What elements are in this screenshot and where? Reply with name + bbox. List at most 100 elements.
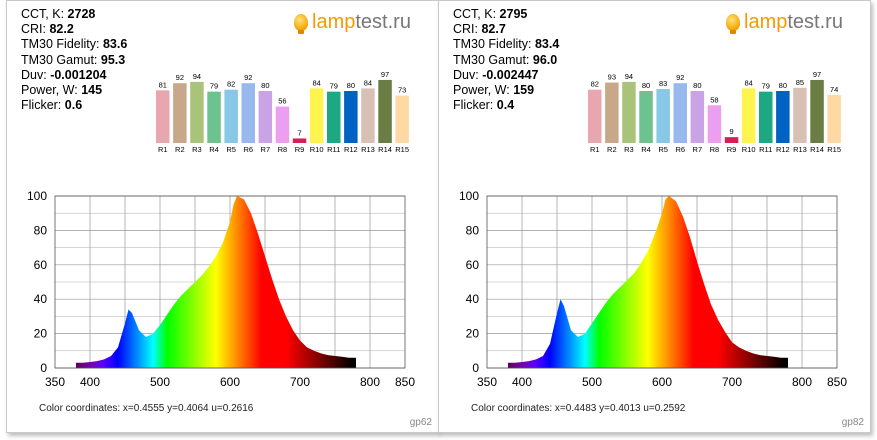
x-tick-label: 350 — [477, 375, 497, 389]
cri-bar-r15 — [827, 94, 841, 143]
cri-value-label: 94 — [625, 72, 633, 81]
metric-label: CRI: — [21, 22, 46, 37]
x-tick-label: 500 — [150, 375, 170, 389]
metric-value: 83.6 — [102, 37, 128, 52]
metric-duv: Duv: -0.001204 — [21, 68, 127, 83]
cri-value-label: 74 — [830, 85, 838, 94]
metric-label: CRI: — [453, 22, 478, 37]
cri-value-label: 56 — [278, 97, 286, 106]
metric-value: 82.7 — [481, 22, 506, 37]
logo-text-lamp: lamp — [312, 11, 356, 33]
logo-text-lamp: lamp — [744, 11, 788, 33]
cri-value-label: 85 — [796, 78, 804, 87]
metric-value: 82.2 — [49, 22, 74, 37]
metric-power: Power, W: 145 — [21, 83, 127, 98]
x-tick-label: 850 — [827, 375, 847, 389]
cri-value-label: 84 — [364, 78, 372, 87]
cri-value-label: 94 — [193, 72, 201, 81]
cri-bar-label: R5 — [226, 145, 236, 154]
cri-value-label: 80 — [347, 81, 355, 90]
cri-value-label: 80 — [779, 81, 787, 90]
chart-svg: 82 R1 93 R2 94 R3 80 R4 83 R5 92 R6 80 R7 58 R8 9 R9 84 R10… — [459, 70, 847, 389]
cri-value-label: 7 — [297, 128, 301, 137]
cri-bar-label: R7 — [261, 145, 271, 154]
metric-value: 145 — [81, 83, 103, 98]
cri-value-label: 84 — [744, 78, 752, 87]
cri-bar-r4 — [207, 91, 221, 143]
lamptest-logo: lamp test.ru — [294, 11, 411, 34]
cri-value-label: 81 — [159, 80, 167, 89]
metric-label: Flicker: — [21, 98, 62, 113]
metric-label: CCT, K: — [21, 7, 65, 21]
cri-bar-label: R14 — [810, 145, 824, 154]
cri-bar-r8 — [275, 106, 290, 143]
cri-bar-label: R1 — [158, 145, 168, 154]
cri-bar-r7 — [258, 91, 273, 143]
y-tick-label: 80 — [34, 223, 48, 237]
x-tick-label: 500 — [582, 375, 602, 389]
color-coordinates: Color coordinates: x=0.4555 y=0.4064 u=0… — [39, 403, 254, 414]
cri-bar-r13 — [793, 87, 807, 143]
cri-value-label: 97 — [381, 70, 389, 79]
metric-label: Flicker: — [453, 98, 494, 113]
cri-bar-r5 — [656, 89, 670, 143]
cri-bar-label: R15 — [827, 145, 841, 154]
cri-bar-label: R10 — [310, 145, 324, 154]
cri-bar-r1 — [588, 89, 602, 143]
sample-code: gp82 — [841, 417, 864, 428]
cri-value-label: 83 — [659, 79, 667, 88]
metric-tm30-fidelity: TM30 Fidelity: 83.4 — [453, 37, 559, 52]
metric-cct: CCT, K: 2795 — [453, 7, 559, 22]
x-tick-label: 600 — [220, 375, 240, 389]
lamptest-logo: lamp test.ru — [726, 11, 843, 34]
metrics-block: CCT, K: 2795 CRI: 82.7 TM30 Fidelity: 83… — [453, 7, 559, 113]
cri-bar-r13 — [361, 88, 375, 143]
cri-bar-r2 — [173, 83, 187, 143]
y-tick-label: 60 — [466, 258, 480, 272]
x-tick-label: 600 — [652, 375, 672, 389]
y-tick-label: 80 — [466, 223, 480, 237]
cri-bar-label: R8 — [710, 145, 720, 154]
cri-bar-r4 — [639, 91, 653, 143]
cri-bar-r12 — [776, 91, 790, 143]
cri-bar-r3 — [190, 81, 204, 143]
cri-bar-r10 — [741, 88, 756, 143]
logo-text-rest: test.ru — [787, 11, 843, 33]
cri-bar-label: R3 — [624, 145, 634, 154]
metric-flicker: Flicker: 0.6 — [21, 98, 127, 113]
cri-bar-r3 — [622, 81, 636, 143]
cri-bar-label: R11 — [327, 145, 340, 154]
cri-bar-label: R2 — [175, 145, 185, 154]
cri-value-label: 92 — [244, 73, 252, 82]
cri-bar-r12 — [344, 91, 358, 143]
metric-tm30-fidelity: TM30 Fidelity: 83.6 — [21, 37, 127, 52]
metric-label: TM30 Gamut: — [21, 52, 98, 67]
metric-value: -0.001204 — [50, 67, 107, 82]
cri-bar-r5 — [224, 89, 238, 143]
cri-bar-label: R4 — [209, 145, 219, 154]
cri-bar-r10 — [309, 88, 324, 143]
cri-value-label: 93 — [608, 73, 616, 82]
cri-value-label: 84 — [312, 78, 320, 87]
y-tick-label: 100 — [27, 189, 47, 203]
cri-value-label: 73 — [398, 86, 406, 95]
y-tick-label: 20 — [466, 327, 480, 341]
cri-bar-label: R1 — [590, 145, 600, 154]
metric-cct: CCT, K: 2728 — [21, 7, 127, 22]
metric-tm30-gamut: TM30 Gamut: 95.3 — [21, 53, 127, 68]
cri-bar-label: R15 — [395, 145, 409, 154]
cri-bar-r7 — [690, 91, 705, 143]
lightbulb-icon — [294, 14, 308, 34]
cri-value-label: 79 — [762, 82, 770, 91]
cri-bar-label: R6 — [675, 145, 685, 154]
cri-bar-r11 — [759, 91, 773, 143]
cri-value-label: 80 — [261, 81, 269, 90]
y-tick-label: 0 — [472, 361, 479, 375]
cri-value-label: 97 — [813, 70, 821, 79]
cri-bar-label: R6 — [243, 145, 253, 154]
cri-bar-r2 — [605, 82, 619, 143]
y-tick-label: 40 — [466, 292, 480, 306]
metric-label: TM30 Fidelity: — [453, 37, 532, 52]
metric-label: Duv: — [21, 67, 47, 82]
cri-bar-r8 — [707, 105, 722, 143]
